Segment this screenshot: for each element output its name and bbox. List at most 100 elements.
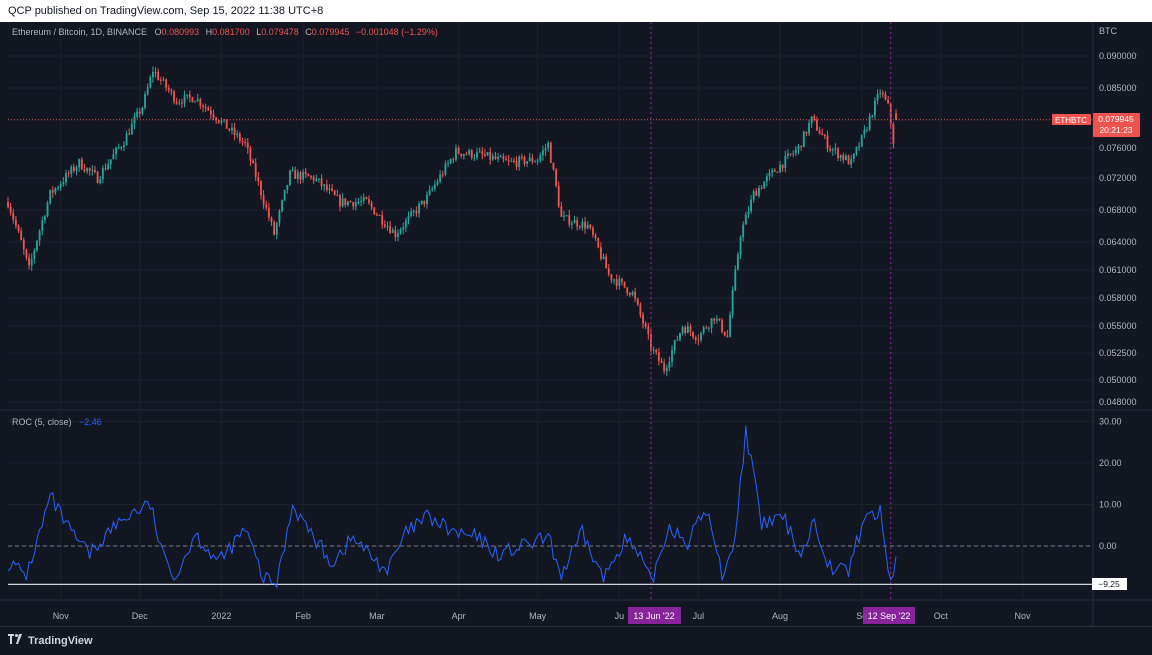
candle-body [808, 123, 810, 134]
candle-body [518, 156, 521, 167]
candle-body [866, 129, 868, 131]
candle-body [157, 72, 160, 80]
candle-body [797, 145, 800, 150]
candle-body [563, 215, 565, 217]
candle-body [257, 177, 260, 182]
candle-body [43, 216, 46, 221]
candle-body [686, 326, 689, 333]
price-tick-label: 0.085000 [1099, 83, 1137, 93]
candle-body [14, 219, 17, 226]
candle-body [191, 97, 194, 103]
roc-line [7, 425, 897, 589]
candle-body [252, 160, 254, 164]
candle-body [125, 133, 128, 146]
candle-body [710, 318, 713, 328]
tradingview-brand-label: TradingView [28, 634, 93, 647]
legend-o-label: O [155, 27, 162, 37]
candle-body [426, 194, 428, 205]
candle-body [552, 163, 555, 170]
candle-body [354, 202, 357, 207]
candle-body [647, 326, 650, 335]
candle-body [871, 115, 874, 117]
candle-body [112, 154, 115, 160]
candle-body [547, 142, 550, 149]
price-tick-label: 0.072000 [1099, 173, 1137, 183]
legend-h-value: 0.081700 [212, 27, 250, 37]
candle-body [671, 350, 673, 362]
date-marker-1-label: 13 Jun '22 [633, 611, 674, 621]
candle-body [684, 327, 687, 333]
time-tick-label: Nov [1014, 611, 1031, 621]
candle-body [473, 157, 476, 159]
candle-body [431, 188, 434, 190]
candle-body [291, 170, 294, 172]
candle-body [225, 119, 228, 129]
candle-body [12, 212, 15, 220]
candle-body [810, 116, 813, 124]
candle-body [154, 71, 157, 73]
candle-body [260, 181, 262, 196]
candle-body [244, 141, 247, 143]
candle-body [513, 160, 515, 162]
candle-body [484, 154, 486, 156]
candle-body [599, 247, 602, 259]
chart-svg[interactable]: 0.090000 0.085000 0.076000 0.072000 0.068000… [0, 22, 1152, 626]
tradingview-brand[interactable]: TradingView [8, 634, 93, 647]
legend-l-label: L [256, 27, 261, 37]
candle-body [215, 117, 218, 121]
candle-body [236, 133, 239, 135]
candle-body [700, 332, 702, 341]
candle-body [765, 176, 768, 182]
candle-body [502, 156, 505, 160]
candle-body [581, 221, 584, 228]
candle-body [339, 195, 341, 207]
candle-body [634, 291, 637, 299]
candle-body [884, 94, 887, 100]
candle-body [707, 327, 710, 329]
candle-body [557, 185, 560, 207]
candle-body [373, 207, 376, 215]
countdown: 20:21:23 [1099, 125, 1132, 135]
candle-body [439, 174, 442, 182]
candle-body [72, 166, 75, 171]
date-marker-1-bg [628, 607, 681, 624]
candle-body [760, 187, 763, 189]
candle-body [65, 173, 67, 183]
candle-body [816, 119, 818, 131]
candle-body [541, 150, 544, 156]
ticker-badge-bg [1052, 114, 1091, 125]
candle-body [597, 238, 600, 248]
candle-body [51, 189, 54, 193]
time-tick-label: Mar [369, 611, 385, 621]
candle-body [539, 155, 542, 161]
candle-body [626, 287, 629, 294]
candle-body [734, 269, 737, 291]
candle-body [183, 95, 186, 104]
candle-body [776, 171, 779, 173]
candle-body [639, 304, 642, 315]
chart-area[interactable]: 0.090000 0.085000 0.076000 0.072000 0.068000… [0, 22, 1152, 626]
price-tick-label: 0.055000 [1099, 321, 1137, 331]
candle-body [278, 210, 281, 224]
candle-body [70, 166, 73, 174]
candles [7, 66, 897, 377]
candle-body [694, 337, 697, 340]
candle-body [657, 352, 660, 362]
candle-body [839, 155, 842, 159]
candle-body [755, 191, 758, 196]
candle-body [196, 98, 199, 102]
candle-body [404, 220, 407, 228]
candle-body [7, 202, 9, 207]
footer-bar: TradingView [0, 626, 1152, 655]
candle-body [423, 200, 426, 205]
legend: Ethereum / Bitcoin, 1D, BINANCE O0.08099… [12, 27, 438, 37]
candle-body [481, 151, 484, 155]
candle-body [20, 231, 23, 241]
candle-body [526, 161, 529, 164]
candle-body [713, 318, 716, 321]
candle-body [779, 164, 781, 173]
candle-body [265, 204, 268, 208]
candle-body [594, 235, 597, 239]
candle-body [233, 127, 236, 135]
price-tick-label: 0.068000 [1099, 205, 1137, 215]
